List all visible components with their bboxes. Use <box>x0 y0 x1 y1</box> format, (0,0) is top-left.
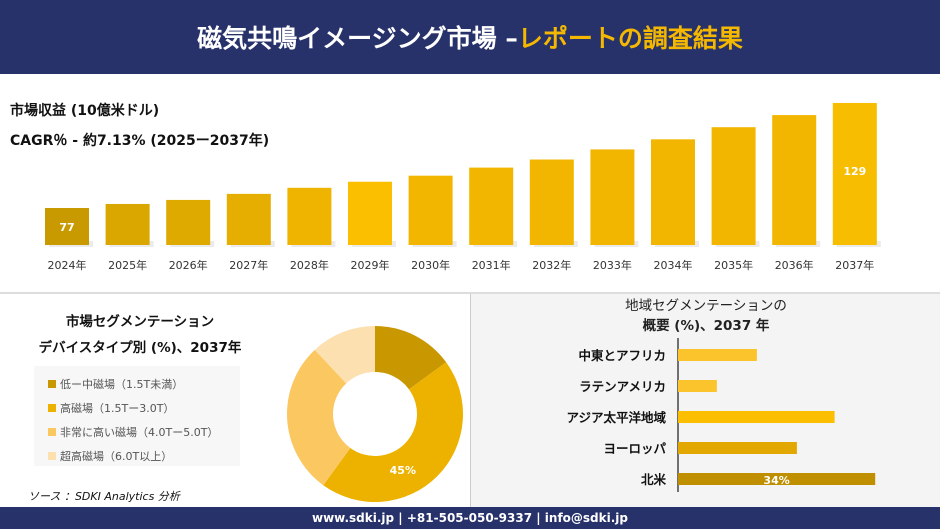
revenue-bar <box>408 175 453 245</box>
x-tick-label: 2027年 <box>229 258 268 272</box>
region-bar <box>678 349 757 361</box>
x-tick-label: 2033年 <box>593 258 632 272</box>
legend-swatch <box>48 380 56 388</box>
revenue-bar <box>166 199 211 245</box>
revenue-bar <box>772 115 817 245</box>
region-label: アジア太平洋地域 <box>566 410 666 425</box>
revenue-bar <box>651 139 695 245</box>
footer-contact: www.sdki.jp | +81-505-050-9337 | info@sd… <box>0 507 940 529</box>
donut-slice <box>314 326 375 384</box>
data-label: 45% <box>390 464 416 477</box>
revenue-bar <box>287 187 332 245</box>
x-tick-label: 2034年 <box>654 258 693 272</box>
legend-label: 超高磁場（6.0T以上） <box>60 450 173 463</box>
x-tick-label: 2036年 <box>775 258 814 272</box>
x-tick-label: 2030年 <box>411 258 450 272</box>
revenue-bar <box>529 159 574 245</box>
x-tick-label: 2035年 <box>714 258 753 272</box>
x-tick-label: 2029年 <box>351 258 390 272</box>
x-tick-label: 2025年 <box>108 258 147 272</box>
region-bar <box>678 380 717 392</box>
revenue-bar <box>590 149 635 245</box>
revenue-section: 市場収益 (10億米ドル) CAGR％ - 約7.13% (2025ー2037年… <box>0 74 940 292</box>
legend-swatch <box>48 404 56 412</box>
revenue-bar <box>105 203 150 245</box>
x-tick-label: 2026年 <box>169 258 208 272</box>
data-label: 129 <box>843 165 866 178</box>
legend-swatch <box>48 428 56 436</box>
region-bar <box>678 442 797 454</box>
legend: 低ー中磁場（1.5T未満） 高磁場（1.5Tー3.0T） 非常に高い磁場（4.0Tー… <box>34 366 240 466</box>
title-main: 磁気共鳴イメージング市場 – <box>197 24 518 53</box>
region-label: 北米 <box>641 472 667 487</box>
region-label: ヨーロッパ <box>603 441 666 456</box>
legend-label: 非常に高い磁場（4.0Tー5.0T） <box>60 426 219 439</box>
region-bar <box>678 473 876 485</box>
revenue-bar <box>45 208 89 245</box>
cagr-text: CAGR％ - 約7.13% (2025ー2037年) <box>10 133 270 149</box>
title-accent: レポートの調査結果 <box>517 24 743 53</box>
legend-item: 高磁場（1.5Tー3.0T） <box>48 396 240 420</box>
donut-slice <box>375 326 447 390</box>
legend-item: 超高磁場（6.0T以上） <box>48 444 240 468</box>
data-label: 34% <box>763 474 789 487</box>
segment-title-1: 市場セグメンテーション <box>65 314 215 330</box>
x-tick-label: 2024年 <box>48 258 87 272</box>
region-title-2: 概要 (%)、2037 年 <box>642 318 770 334</box>
device-segment-section: 市場セグメンテーション デバイスタイプ別 (%)、2037年 低ー中磁場（1.5… <box>0 294 470 507</box>
x-tick-label: 2032年 <box>532 258 571 272</box>
legend-label: 低ー中磁場（1.5T未満） <box>60 378 184 391</box>
donut-slice <box>323 362 463 502</box>
region-label: ラテンアメリカ <box>579 379 666 394</box>
data-label: 77 <box>59 221 74 234</box>
segment-title-2: デバイスタイプ別 (%)、2037年 <box>38 340 242 356</box>
region-title-1: 地域セグメンテーションの <box>625 298 787 314</box>
x-tick-label: 2028年 <box>290 258 329 272</box>
region-label: 中東とアフリカ <box>578 348 666 363</box>
revenue-bar-chart: 2024年 77 2025年 2026年 2027年 2028年 2029年 2030年 203… <box>45 102 881 272</box>
legend-label: 高磁場（1.5Tー3.0T） <box>60 402 175 415</box>
header-banner: 磁気共鳴イメージング市場 – レポートの調査結果 <box>0 0 940 74</box>
source-note: ソース ：SDKI Analytics 分析 <box>28 490 180 503</box>
revenue-bar <box>226 193 271 245</box>
legend-swatch <box>48 452 56 460</box>
legend-item: 低ー中磁場（1.5T未満） <box>48 372 240 396</box>
revenue-bar <box>711 127 756 245</box>
device-donut-chart: 45% <box>287 326 463 502</box>
revenue-bar <box>348 181 392 245</box>
region-bar <box>678 411 835 423</box>
region-segment-section: 地域セグメンテーションの 概要 (%)、2037 年 中東とアフリカ ラテンアメリカ… <box>470 294 940 507</box>
revenue-bar <box>832 102 877 246</box>
revenue-bar <box>469 167 514 245</box>
revenue-title: 市場収益 (10億米ドル) <box>10 103 160 119</box>
x-tick-label: 2031年 <box>472 258 511 272</box>
donut-slice <box>287 349 351 486</box>
x-tick-label: 2037年 <box>835 258 874 272</box>
divider <box>0 292 940 294</box>
legend-item: 非常に高い磁場（4.0Tー5.0T） <box>48 420 240 444</box>
region-title: 地域セグメンテーションの 概要 (%)、2037 年 <box>471 296 940 336</box>
